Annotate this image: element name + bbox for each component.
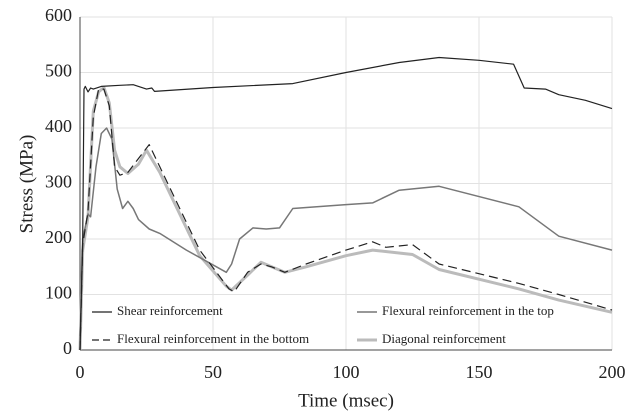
y-tick-label: 400 <box>45 116 72 136</box>
series-line <box>79 88 613 351</box>
legend-label: Flexural reinforcement in the top <box>382 303 554 318</box>
x-tick-label: 150 <box>466 362 493 382</box>
x-tick-label: 200 <box>599 362 626 382</box>
series-line <box>79 127 613 351</box>
x-tick-label: 50 <box>204 362 222 382</box>
y-tick-label: 200 <box>45 227 72 247</box>
x-axis-title: Time (msec) <box>298 390 394 411</box>
x-tick-label: 0 <box>76 362 85 382</box>
series-line <box>78 86 613 351</box>
y-tick-label: 300 <box>45 172 72 192</box>
y-axis-title: Stress (MPa) <box>16 135 37 234</box>
legend-label: Flexural reinforcement in the bottom <box>117 331 309 346</box>
legend-label: Diagonal reinforcement <box>382 331 506 346</box>
y-tick-label: 100 <box>45 283 72 303</box>
series-line <box>79 56 613 351</box>
y-tick-label: 600 <box>45 5 72 25</box>
y-tick-label: 500 <box>45 61 72 81</box>
y-tick-label: 0 <box>63 338 72 358</box>
legend-label: Shear reinforcement <box>117 303 223 318</box>
x-tick-label: 100 <box>333 362 360 382</box>
